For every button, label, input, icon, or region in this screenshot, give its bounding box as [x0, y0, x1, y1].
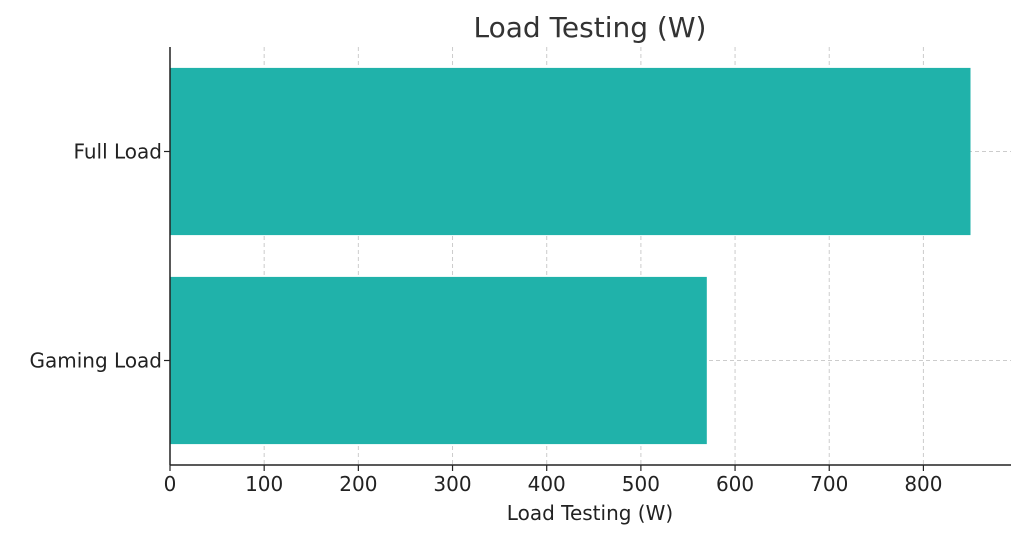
axes	[169, 47, 1011, 466]
x-tick-label: 0	[164, 472, 177, 496]
chart-title: Load Testing (W)	[474, 11, 707, 44]
x-tick-label: 400	[528, 472, 566, 496]
x-tick-label: 700	[810, 472, 848, 496]
x-axis-label: Load Testing (W)	[507, 501, 673, 525]
y-tick-label: Gaming Load	[30, 349, 163, 373]
bar-gaming-load	[170, 276, 707, 445]
bar-full-load	[170, 67, 971, 236]
bars	[170, 67, 971, 445]
ticks: 0 100 200 300 400 500 600 700 800 Full Load Gaming…	[30, 140, 943, 497]
x-tick-label: 800	[904, 472, 942, 496]
y-tick-label: Full Load	[73, 140, 162, 164]
x-tick-label: 500	[622, 472, 660, 496]
x-tick-label: 600	[716, 472, 754, 496]
x-tick-label: 300	[433, 472, 471, 496]
x-tick-label: 200	[339, 472, 377, 496]
x-tick-label: 100	[245, 472, 283, 496]
